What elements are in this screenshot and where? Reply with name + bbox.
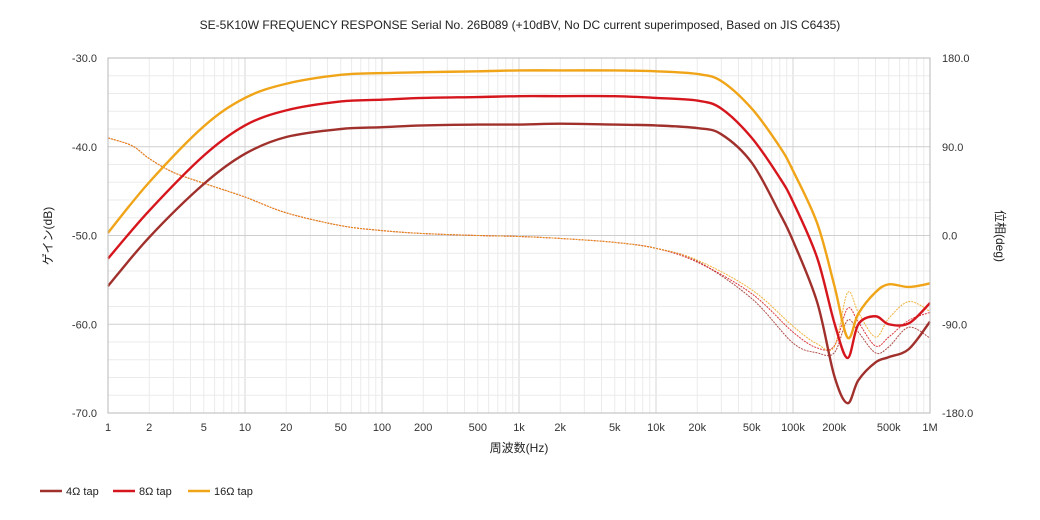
x-tick-label: 1k (513, 422, 525, 434)
gain-line-1 (107, 94, 931, 360)
x-tick-label: 1M (922, 422, 937, 434)
x-tick-label: 50 (335, 422, 347, 434)
x-axis-label: 周波数(Hz) (490, 440, 549, 455)
x-axis-ticks: 1 2 5 10 20 50 100 200 500 1k 2k 5k 10k 20k 50k 100k 200… (105, 422, 938, 434)
x-tick-label: 5 (201, 422, 207, 434)
gain-lines (107, 69, 931, 405)
y2-axis-ticks: 180.0 90.0 0.0 -90.0 -180.0 (942, 53, 973, 420)
y-tick-label: -60.0 (72, 319, 97, 331)
y-axis-ticks: -30.0 -40.0 -50.0 -60.0 -70.0 (72, 53, 97, 420)
plot-area-border (107, 57, 931, 414)
gain-line-2 (107, 69, 931, 340)
y-tick-label: -50.0 (72, 231, 97, 243)
legend-label-0: 4Ω tap (66, 486, 99, 498)
x-tick-label: 10k (647, 422, 665, 434)
legend-label-1: 8Ω tap (139, 486, 172, 498)
gain-line-0 (107, 122, 931, 405)
plot-grid (107, 57, 931, 414)
y2-tick-label: -180.0 (942, 408, 973, 420)
x-tick-label: 200k (822, 422, 846, 434)
y-tick-label: -40.0 (72, 142, 97, 154)
x-tick-label: 500 (469, 422, 487, 434)
legend-label-2: 16Ω tap (214, 486, 253, 498)
x-tick-label: 20 (280, 422, 292, 434)
y-tick-label: -70.0 (72, 408, 97, 420)
x-tick-label: 2 (146, 422, 152, 434)
x-tick-label: 500k (877, 422, 901, 434)
y2-tick-label: 0.0 (942, 231, 957, 243)
phase-line-2 (107, 137, 931, 352)
y2-axis-label: 位相(deg) (993, 210, 1008, 262)
y2-tick-label: -90.0 (942, 319, 967, 331)
y-axis-label: ゲイン(dB) (41, 207, 55, 265)
y2-tick-label: 180.0 (942, 53, 970, 65)
y2-tick-label: 90.0 (942, 142, 963, 154)
x-tick-label: 1 (105, 422, 111, 434)
x-tick-label: 5k (609, 422, 621, 434)
y-tick-label: -30.0 (72, 53, 97, 65)
x-tick-label: 20k (688, 422, 706, 434)
legend: 4Ω tap 8Ω tap 16Ω tap (40, 486, 253, 498)
x-tick-label: 10 (239, 422, 251, 434)
x-tick-label: 200 (414, 422, 432, 434)
chart-title: SE-5K10W FREQUENCY RESPONSE Serial No. 2… (200, 18, 841, 32)
phase-line-1 (107, 137, 931, 351)
x-tick-label: 2k (554, 422, 566, 434)
x-tick-label: 100k (781, 422, 805, 434)
x-tick-label: 100 (373, 422, 391, 434)
x-tick-label: 50k (743, 422, 761, 434)
